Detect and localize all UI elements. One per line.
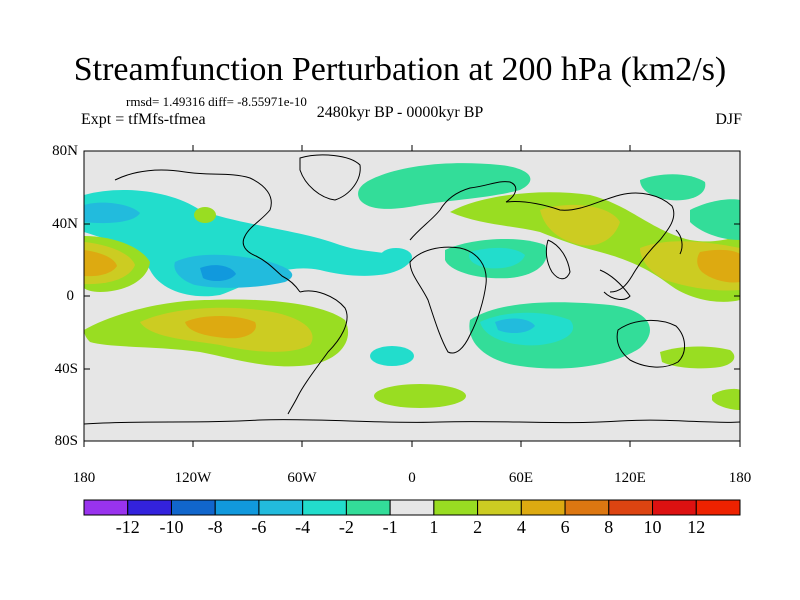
contour-small-positive-1: [194, 207, 216, 223]
colorbar-box: [83, 499, 129, 516]
coast-greenland: [299, 154, 361, 201]
contour-north-america-negative: [84, 190, 410, 297]
colorbar-box: [477, 499, 522, 516]
colorbar-box: [389, 499, 435, 516]
colorbar-box: [652, 499, 697, 516]
colorbar-label: -2: [339, 517, 354, 537]
statistics-label: rmsd= 1.49316 diff= -8.55971e-10: [126, 94, 307, 109]
experiment-label: Expt = tfMfs-tfmea: [81, 111, 206, 128]
contour-ne-asia-negative: [640, 174, 706, 201]
contour-mideast-core: [469, 247, 525, 269]
contour-north-pacific-negative-core: [84, 202, 140, 224]
colorbar-box: [433, 499, 479, 516]
colorbar-label: -10: [159, 517, 183, 537]
contour-australia-positive: [660, 346, 735, 369]
colorbar-label: 12: [687, 517, 705, 537]
colorbar-label: -8: [208, 517, 223, 537]
colorbar: [83, 499, 741, 516]
colorbar-box: [564, 499, 610, 516]
coast-south-america: [287, 290, 348, 415]
lat-tick-label: 40S: [55, 361, 78, 377]
plot-title: Streamfunction Perturbation at 200 hPa (…: [73, 51, 727, 88]
lat-tick-label: 40N: [52, 216, 78, 232]
lon-tick-label: 60W: [287, 470, 317, 486]
colorbar-label: 4: [517, 517, 526, 537]
colorbar-label: 8: [604, 517, 613, 537]
contour-indian-ocean-min: [495, 318, 535, 334]
contour-sw-pacific-positive: [712, 388, 740, 410]
coast-india: [545, 239, 571, 280]
colorbar-box: [127, 499, 172, 516]
lon-tick-label: 0: [408, 470, 416, 486]
lon-tick-label: 60E: [509, 470, 533, 486]
contour-small-positive-2: [374, 384, 466, 408]
colorbar-label: -6: [251, 517, 266, 537]
lon-tick-label: 120E: [614, 470, 646, 486]
contour-pacific-positive-core: [84, 250, 117, 277]
colorbar-box: [302, 499, 347, 516]
colorbar-label: 10: [644, 517, 662, 537]
contour-small-negative-1: [380, 248, 412, 266]
colorbar-box: [170, 499, 216, 516]
colorbar-label: 1: [429, 517, 438, 537]
lat-tick-label: 0: [67, 288, 75, 304]
coast-australia: [616, 320, 685, 368]
period-label: 2480kyr BP - 0000kyr BP: [316, 104, 484, 121]
contour-eurasia-ridge-mid: [540, 204, 620, 246]
season-label: DJF: [715, 111, 742, 128]
coast-north-america: [114, 169, 301, 293]
lat-tick-label: 80N: [52, 143, 78, 159]
coast-africa: [409, 246, 487, 354]
contour-west-pacific-core: [697, 249, 740, 283]
lat-axis: 80N 40N 0 40S 80S: [52, 143, 740, 449]
coast-asia: [505, 192, 675, 293]
lon-tick-label: 120W: [175, 470, 213, 486]
coastlines: [84, 154, 740, 425]
colorbar-box: [695, 499, 741, 516]
lat-tick-label: 80S: [55, 433, 78, 449]
colorbar-box: [520, 499, 566, 516]
lon-axis: 180 120W 60W 0 60E 120E 180: [73, 145, 752, 486]
coast-antarctica: [84, 419, 740, 425]
contour-north-pacific-east-negative: [690, 199, 740, 240]
colorbar-box: [345, 499, 391, 516]
contour-south-pacific-core: [185, 315, 256, 339]
coast-southeast-asia: [599, 269, 631, 300]
lon-tick-label: 180: [73, 470, 96, 486]
colorbar-label: -4: [295, 517, 310, 537]
coast-japan: [675, 229, 683, 255]
contour-field: [84, 151, 740, 441]
colorbar-label: 6: [561, 517, 570, 537]
contour-tropical-pacific-min: [200, 265, 236, 282]
coast-europe: [409, 181, 517, 241]
colorbar-label: 2: [473, 517, 482, 537]
contour-eurasia-negative: [358, 163, 531, 209]
colorbar-box: [258, 499, 304, 516]
lon-tick-label: 180: [729, 470, 752, 486]
contour-small-negative-2: [370, 346, 414, 366]
colorbar-box: [214, 499, 260, 516]
colorbar-label: -12: [116, 517, 140, 537]
colorbar-labels: -12 -10 -8 -6 -4 -2 -1 1 2 4 6 8 10 12: [116, 517, 706, 537]
colorbar-box: [608, 499, 654, 516]
colorbar-label: -1: [383, 517, 398, 537]
